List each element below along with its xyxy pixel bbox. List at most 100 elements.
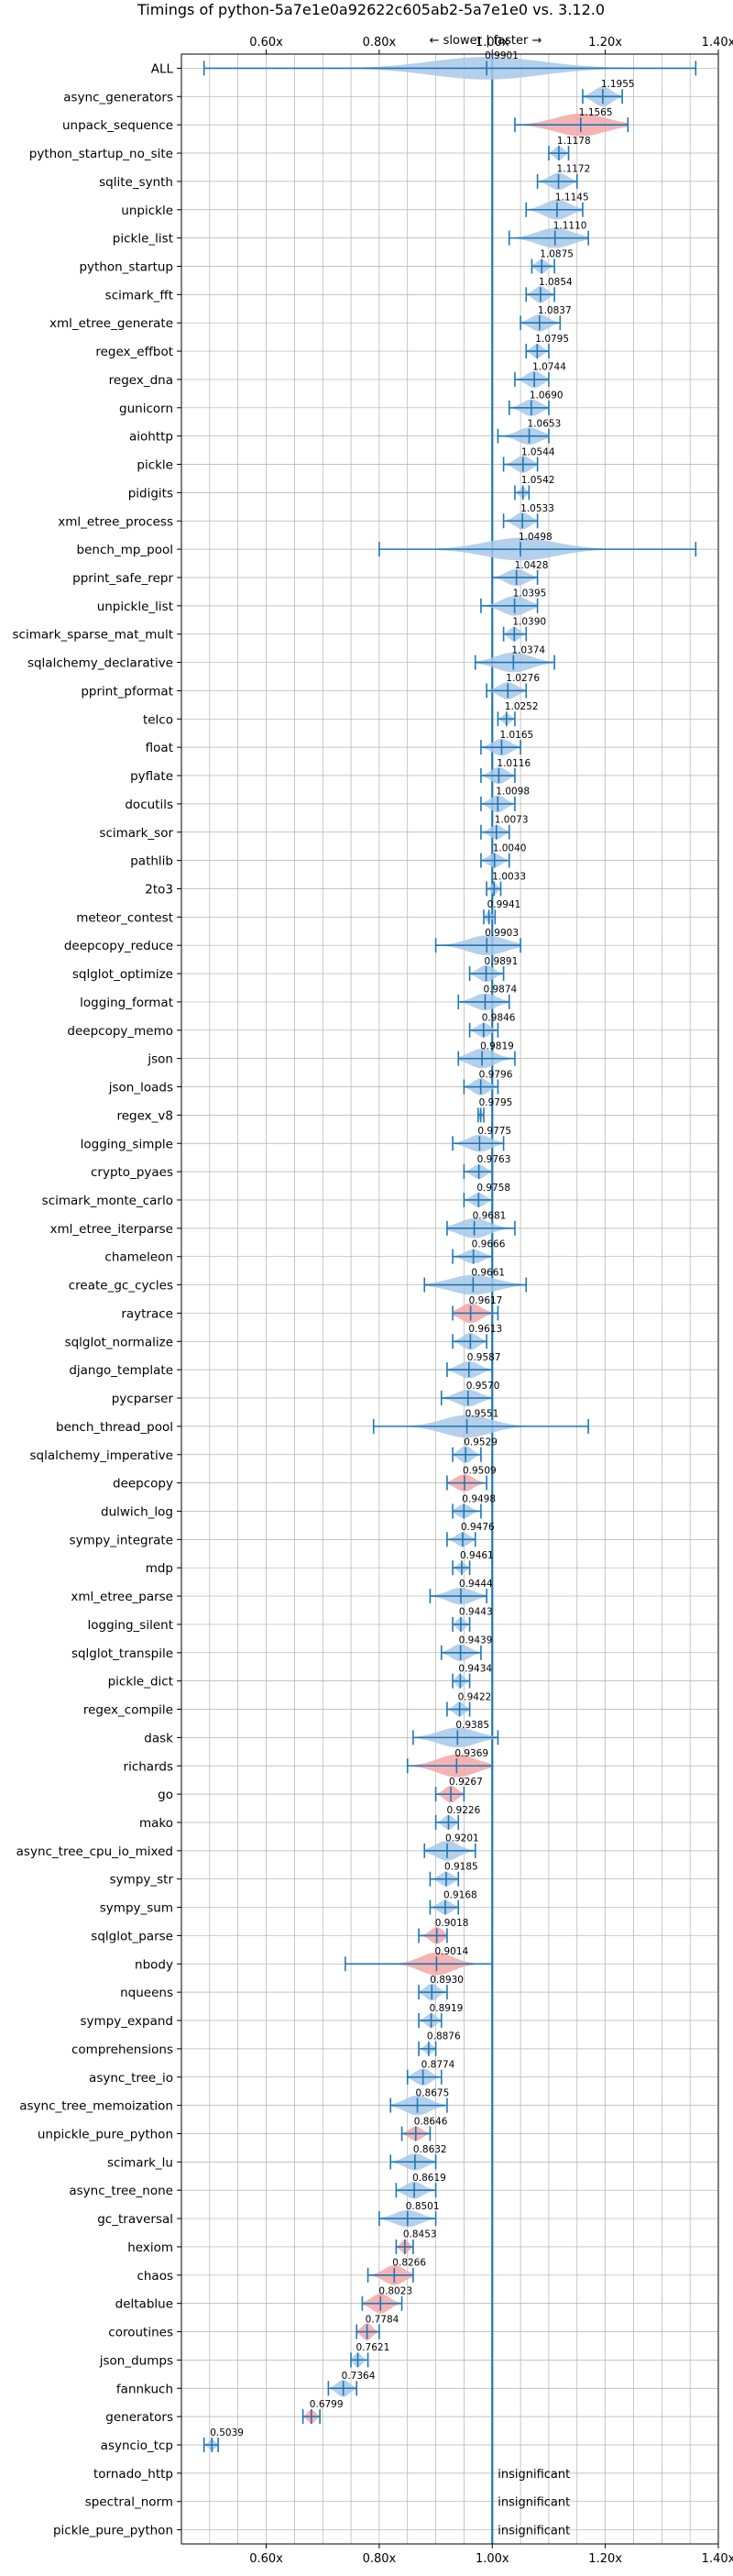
value-label: 1.0653 [528,418,562,429]
benchmark-label: scimark_fft [105,288,173,303]
benchmark-label: fannkuch [116,2382,173,2396]
value-label: 0.9775 [477,1126,511,1137]
value-label: 1.0744 [532,362,566,373]
plot-frame [181,53,719,2545]
x-tick-label-bottom: 1.40x [702,2552,733,2566]
benchmark-label: ALL [151,61,174,76]
insignificant-label: insignificant [498,2468,570,2482]
value-label: 0.8453 [403,2229,437,2240]
benchmark-label: hexiom [127,2240,173,2255]
benchmark-label: sympy_sum [100,1901,173,1916]
value-label: 1.0098 [496,787,530,798]
benchmark-label: pidigits [128,486,173,501]
benchmark-label: logging_silent [88,1618,173,1633]
benchmark-label: logging_simple [81,1137,173,1151]
value-label: 0.9226 [447,1805,481,1816]
benchmark-label: pickle [137,458,173,473]
x-tick-label-top: 0.80x [363,36,397,50]
benchmark-label: unpack_sequence [62,118,173,133]
benchmark-label: chameleon [104,1250,173,1265]
value-label: 1.0544 [521,446,555,457]
value-label: 1.0040 [493,842,527,853]
value-label: 0.9666 [472,1239,506,1250]
benchmark-label: tornado_http [93,2467,173,2482]
benchmark-label: go [158,1788,173,1802]
benchmark-label: meteor_contest [76,910,173,925]
benchmark-label: regex_compile [83,1703,173,1718]
benchmark-label: coroutines [108,2326,173,2340]
benchmark-label: xml_etree_parse [71,1590,173,1604]
value-label: 1.0498 [519,532,552,543]
value-label: 0.9444 [459,1579,493,1590]
benchmark-label: create_gc_cycles [69,1279,173,1294]
value-label: 0.8501 [406,2201,440,2212]
benchmark-label: pickle_pure_python [53,2524,173,2538]
value-label: 0.8930 [430,1975,464,1986]
benchmark-label: mdp [146,1561,173,1576]
value-label: 1.1145 [555,193,589,204]
value-label: 0.8632 [413,2144,447,2155]
benchmark-label: django_template [69,1363,173,1378]
value-label: 1.0428 [515,560,549,571]
benchmark-label: unpickle_list [97,600,173,614]
benchmark-label: python_startup [79,259,173,274]
x-tick-label-bottom: 1.20x [588,2552,622,2566]
value-label: 1.0276 [506,673,540,684]
value-label: 0.7784 [366,2314,399,2325]
grid-layer: 0.60x 0.60x 0.80x 0.80x 1.00x 1.00x 1.20x 1.20x… [177,36,733,2566]
benchmark-label: deltablue [115,2297,173,2312]
x-tick-label-top: 0.60x [249,36,283,50]
value-label: 0.7364 [342,2371,376,2382]
value-label: 0.8023 [378,2285,412,2296]
benchmark-label: scimark_sor [99,826,173,841]
value-label: 0.9661 [471,1267,505,1278]
benchmark-label: xml_etree_generate [49,316,173,331]
value-label: 0.8774 [421,2060,455,2071]
value-label: 0.5039 [210,2427,244,2438]
value-label: 0.8266 [392,2258,426,2269]
benchmark-label: comprehensions [71,2042,173,2057]
benchmark-label: pyflate [130,769,173,784]
value-label: 0.9891 [485,956,519,967]
benchmark-label: generators [105,2410,173,2425]
value-label: 0.8646 [414,2116,448,2127]
benchmark-label: pprint_pformat [81,684,173,699]
value-label: 0.9185 [444,1862,478,1873]
benchmark-label: async_tree_cpu_io_mixed [16,1844,173,1859]
benchmark-label: sqlite_synth [99,175,173,190]
benchmark-label: pprint_safe_repr [72,571,173,586]
benchmark-label: scimark_sparse_mat_mult [13,628,173,643]
value-label: 0.9901 [485,50,519,61]
benchmark-label: docutils [125,798,173,812]
benchmark-label: dulwich_log [101,1504,173,1519]
benchmark-label: sqlalchemy_declarative [27,656,173,671]
benchmark-label: raytrace [121,1306,173,1321]
benchmark-label: spectral_norm [85,2495,173,2510]
value-label: 0.9796 [479,1069,513,1080]
benchmark-label: unpickle_pure_python [38,2127,173,2141]
value-label: 0.9201 [445,1833,479,1844]
value-label: 0.9819 [480,1040,514,1051]
value-label: 0.9422 [458,1691,492,1702]
x-tick-label-bottom: 1.00x [476,2552,509,2566]
benchmark-label: telco [143,712,173,727]
value-label: 1.1178 [557,136,591,147]
value-label: 1.1565 [579,107,613,118]
value-label: 0.9168 [443,1889,477,1900]
value-label: 0.9529 [464,1437,498,1448]
benchmark-label: mako [139,1816,173,1831]
insignificant-label: insignificant [498,2496,570,2510]
value-label: 0.9795 [479,1097,513,1108]
violin-layer [202,54,697,2544]
benchmark-label: json_loads [108,1081,173,1095]
value-label: 1.0073 [495,815,529,826]
benchmark-label: regex_dna [109,373,173,388]
benchmark-label: scimark_lu [107,2155,173,2170]
value-label: 0.6799 [310,2399,344,2410]
value-label: 0.9461 [460,1550,494,1561]
value-label: 1.0875 [540,248,574,259]
value-label: 0.8675 [416,2087,450,2098]
benchmark-label: logging_format [80,996,173,1010]
value-label: 0.8876 [427,2031,461,2042]
